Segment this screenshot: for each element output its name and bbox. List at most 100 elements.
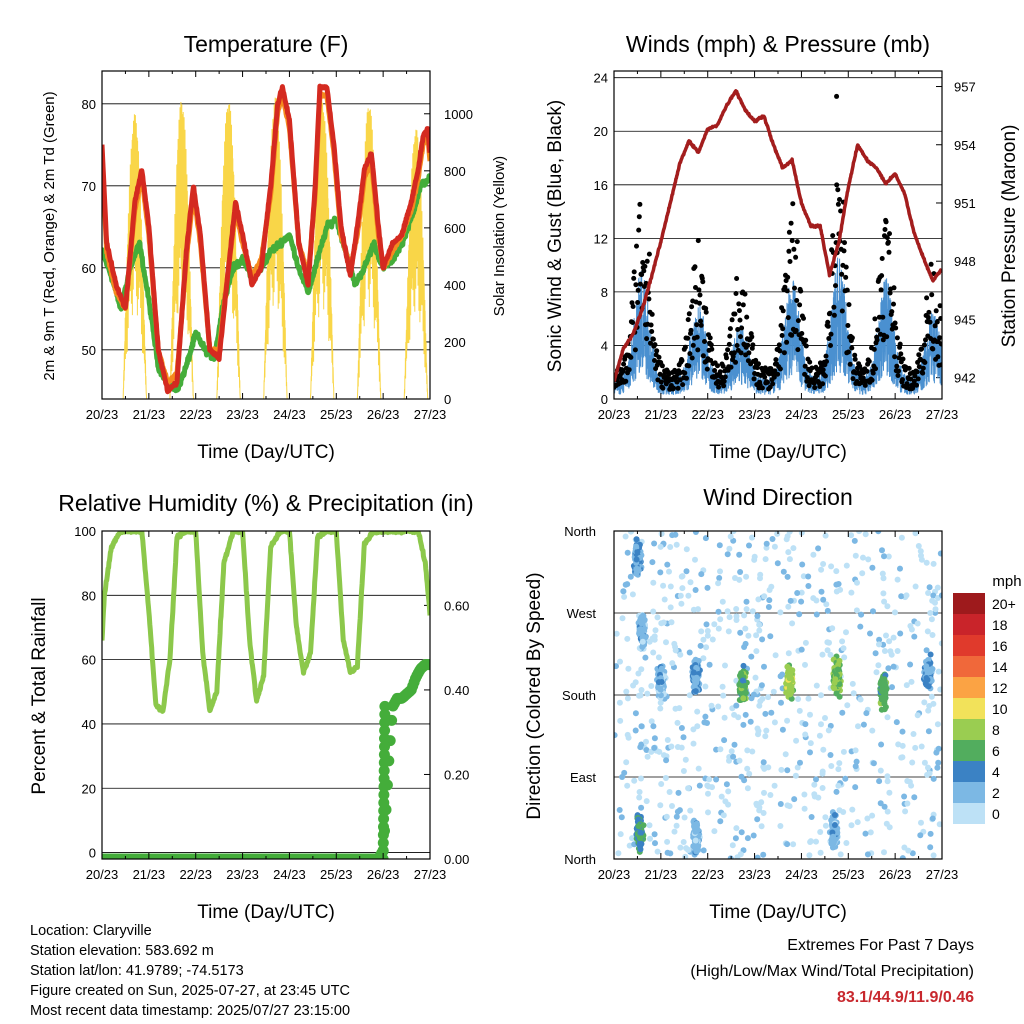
gust-point [790,201,796,207]
gust-point [938,341,942,347]
gust-point [934,319,940,325]
direction-point [886,789,893,796]
direction-point [827,752,834,758]
direction-point [664,561,671,568]
direction-point [787,683,794,690]
direction-point [867,630,873,637]
gust-point [784,339,790,345]
x-tick-label: 21/23 [133,867,166,882]
direction-point [798,589,805,596]
y2-tick-label: 0.00 [444,852,469,867]
gust-point [787,259,793,264]
winds-xlabel: Time (Day/UTC) [709,442,847,463]
direction-point [807,749,813,756]
gust-point [874,337,880,343]
direction-point [743,573,750,580]
direction-point [932,599,938,606]
gust-point [795,318,801,324]
direction-point [749,608,756,615]
direction-point [690,669,697,676]
x-tick-label: 21/23 [133,407,166,422]
direction-point [766,587,773,593]
direction-point [667,583,674,590]
legend-swatch [953,782,985,803]
direction-point [828,763,835,769]
direction-point [885,665,892,672]
direction-point [906,778,913,785]
x-tick-label: 21/23 [645,867,678,882]
y-tick-label: 60 [82,261,96,276]
direction-point [784,717,791,724]
direction-point [911,633,918,640]
x-tick-label: 24/23 [785,867,818,882]
direction-point [616,699,623,706]
direction-point [835,581,842,587]
gust-point [879,256,885,261]
recent-text: Most recent data timestamp: 2025/07/27 2… [30,1003,351,1019]
direction-point [879,570,886,577]
direction-point [693,821,700,828]
x-tick-label: 24/23 [273,407,306,422]
gust-point [857,363,863,369]
direction-point [679,573,686,580]
x-tick-label: 25/23 [320,867,353,882]
y2-tick-label: 0.20 [444,767,469,782]
direction-point [711,828,718,835]
gust-point [682,344,688,350]
gust-point [739,325,745,331]
gust-point [932,323,938,329]
gust-point [807,359,813,365]
y-tick-label: West [567,606,597,621]
gust-point [870,370,876,376]
direction-point [630,682,637,689]
gust-point [789,332,795,338]
direction-point [733,825,740,832]
direction-point [930,775,937,782]
direction-point [747,718,754,725]
direction-point [736,576,743,583]
direction-point [723,781,730,788]
direction-point [638,775,644,782]
direction-point [715,703,722,710]
direction-point [744,747,751,754]
direction-point [807,740,814,747]
direction-point [903,682,910,689]
precip-point [377,837,389,849]
direction-point [629,591,636,598]
direction-point [763,727,770,734]
direction-point [660,619,667,626]
gust-point [924,295,930,301]
x-tick-label: 27/23 [414,407,447,422]
gust-point [696,287,702,293]
direction-point [748,653,755,660]
gust-point [798,288,804,294]
gust-point [742,291,748,297]
direction-point [651,831,658,838]
gust-point [637,281,643,287]
gust-point [803,343,809,349]
precip-point [378,805,390,817]
gust-point [639,272,645,278]
gust-point [724,355,729,361]
direction-point [623,759,630,766]
direction-point [774,560,781,567]
direction-point [811,793,818,800]
direction-point [779,726,786,733]
x-tick-label: 23/23 [226,407,259,422]
direction-point [927,651,934,658]
gust-point [623,378,629,384]
direction-point [761,593,768,600]
gust-point [882,227,888,232]
gust-point [938,316,942,321]
direction-point [624,695,631,702]
y-tick-label: 20 [82,781,96,796]
direction-point [877,800,884,807]
gust-point [749,334,755,340]
direction-point [852,552,859,559]
direction-point [856,531,863,535]
y2-tick-label: 1000 [444,107,473,122]
direction-point [614,630,620,637]
direction-point [760,851,767,858]
gust-point [648,322,654,328]
